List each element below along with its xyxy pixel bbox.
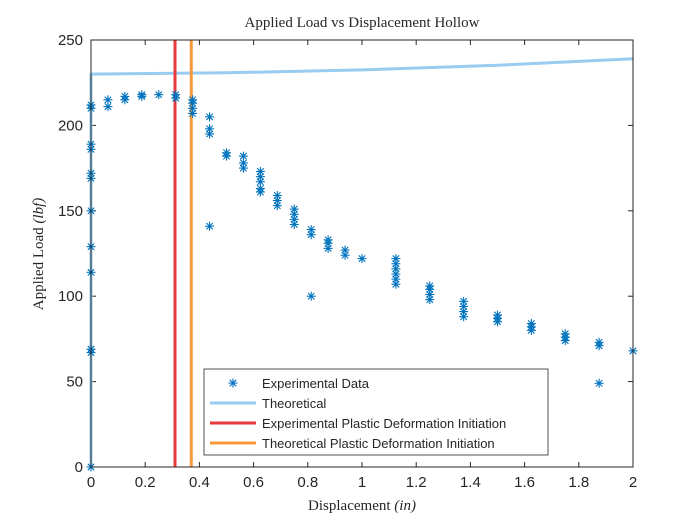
y-tick-label-0: 0 [75,459,83,476]
legend-label-3: Theoretical Plastic Deformation Initiati… [262,436,495,451]
data-point-78 [594,378,604,388]
y-tick-label-5: 250 [58,32,83,49]
y-tick-label-1: 50 [66,374,83,391]
data-point-74 [526,319,536,329]
data-point-28 [205,112,215,122]
legend-entry-0: Experimental Data [228,376,370,391]
data-point-25 [205,221,215,231]
data-point-41 [272,190,282,200]
data-point-51 [323,235,333,245]
data-point-55 [391,279,401,289]
data-point-30 [222,148,231,158]
data-point-38 [255,167,265,177]
legend-label-0: Experimental Data [262,376,370,391]
data-point-61 [425,295,435,305]
data-point-47 [306,230,316,240]
data-point-68 [459,296,469,306]
data-point-53 [340,245,350,255]
legend-label-2: Experimental Plastic Deformation Initiat… [262,416,506,431]
x-tick-label-5: 1 [358,474,366,491]
data-point-27 [205,124,215,134]
x-axis-label-text: Displacement [308,498,394,514]
data-point-48 [306,225,316,235]
x-tick-label-3: 0.6 [243,474,264,491]
data-point-24 [188,95,198,105]
data-point-13 [103,95,113,105]
data-point-33 [238,151,248,161]
legend-box [203,368,549,456]
y-axis-label-unit: (lbf) [31,198,47,224]
legend-label-1: Theoretical [262,396,326,411]
data-point-17 [137,90,147,100]
y-tick-label-4: 200 [58,117,83,134]
x-tick-label-4: 0.8 [297,474,318,491]
plot-frame [90,39,634,468]
data-point-80 [594,337,604,347]
x-tick-label-7: 1.4 [460,474,481,491]
legend: Experimental Data Theoretical Experimental… [203,368,549,456]
y-axis-label: Applied Load (lbf) [31,198,47,310]
data-point-64 [425,281,435,291]
data-point-49 [323,243,333,253]
x-tick-label-9: 1.8 [568,474,589,491]
legend-marker-0 [228,378,238,388]
x-tick-label-6: 1.2 [406,474,427,491]
y-axis-label-text: Applied Load [31,224,47,311]
data-point-77 [560,329,570,339]
data-point-60 [391,254,401,264]
legend-entry-3: Theoretical Plastic Deformation Initiati… [210,436,495,451]
legend-entry-2: Experimental Plastic Deformation Initiat… [210,416,506,431]
data-point-54 [357,254,367,264]
data-point-20 [171,90,181,100]
x-tick-label-10: 2 [629,474,637,491]
y-tick-label-2: 100 [58,288,83,305]
chart-title: Applied Load vs Displacement Hollow [245,15,480,31]
data-point-18 [154,90,164,100]
data-point-45 [289,204,299,214]
axis-ticks: 0 0.2 0.4 0.6 0.8 1 1.2 1.4 1.6 1.8 2 0 50 100 150 200 2… [58,32,637,491]
x-axis-label-unit: (in) [394,498,416,514]
data-point-52 [340,250,350,260]
x-tick-label-0: 0 [87,474,95,491]
legend-entry-1: Theoretical [210,396,326,411]
x-tick-label-1: 0.2 [135,474,156,491]
x-axis-label: Displacement (in) [308,498,416,514]
data-point-15 [120,91,130,101]
x-tick-label-2: 0.4 [189,474,210,491]
x-tick-label-8: 1.6 [514,474,535,491]
y-tick-label-3: 150 [58,203,83,220]
data-point-57 [391,269,401,279]
data-point-46 [306,291,316,301]
data-point-71 [493,310,502,320]
